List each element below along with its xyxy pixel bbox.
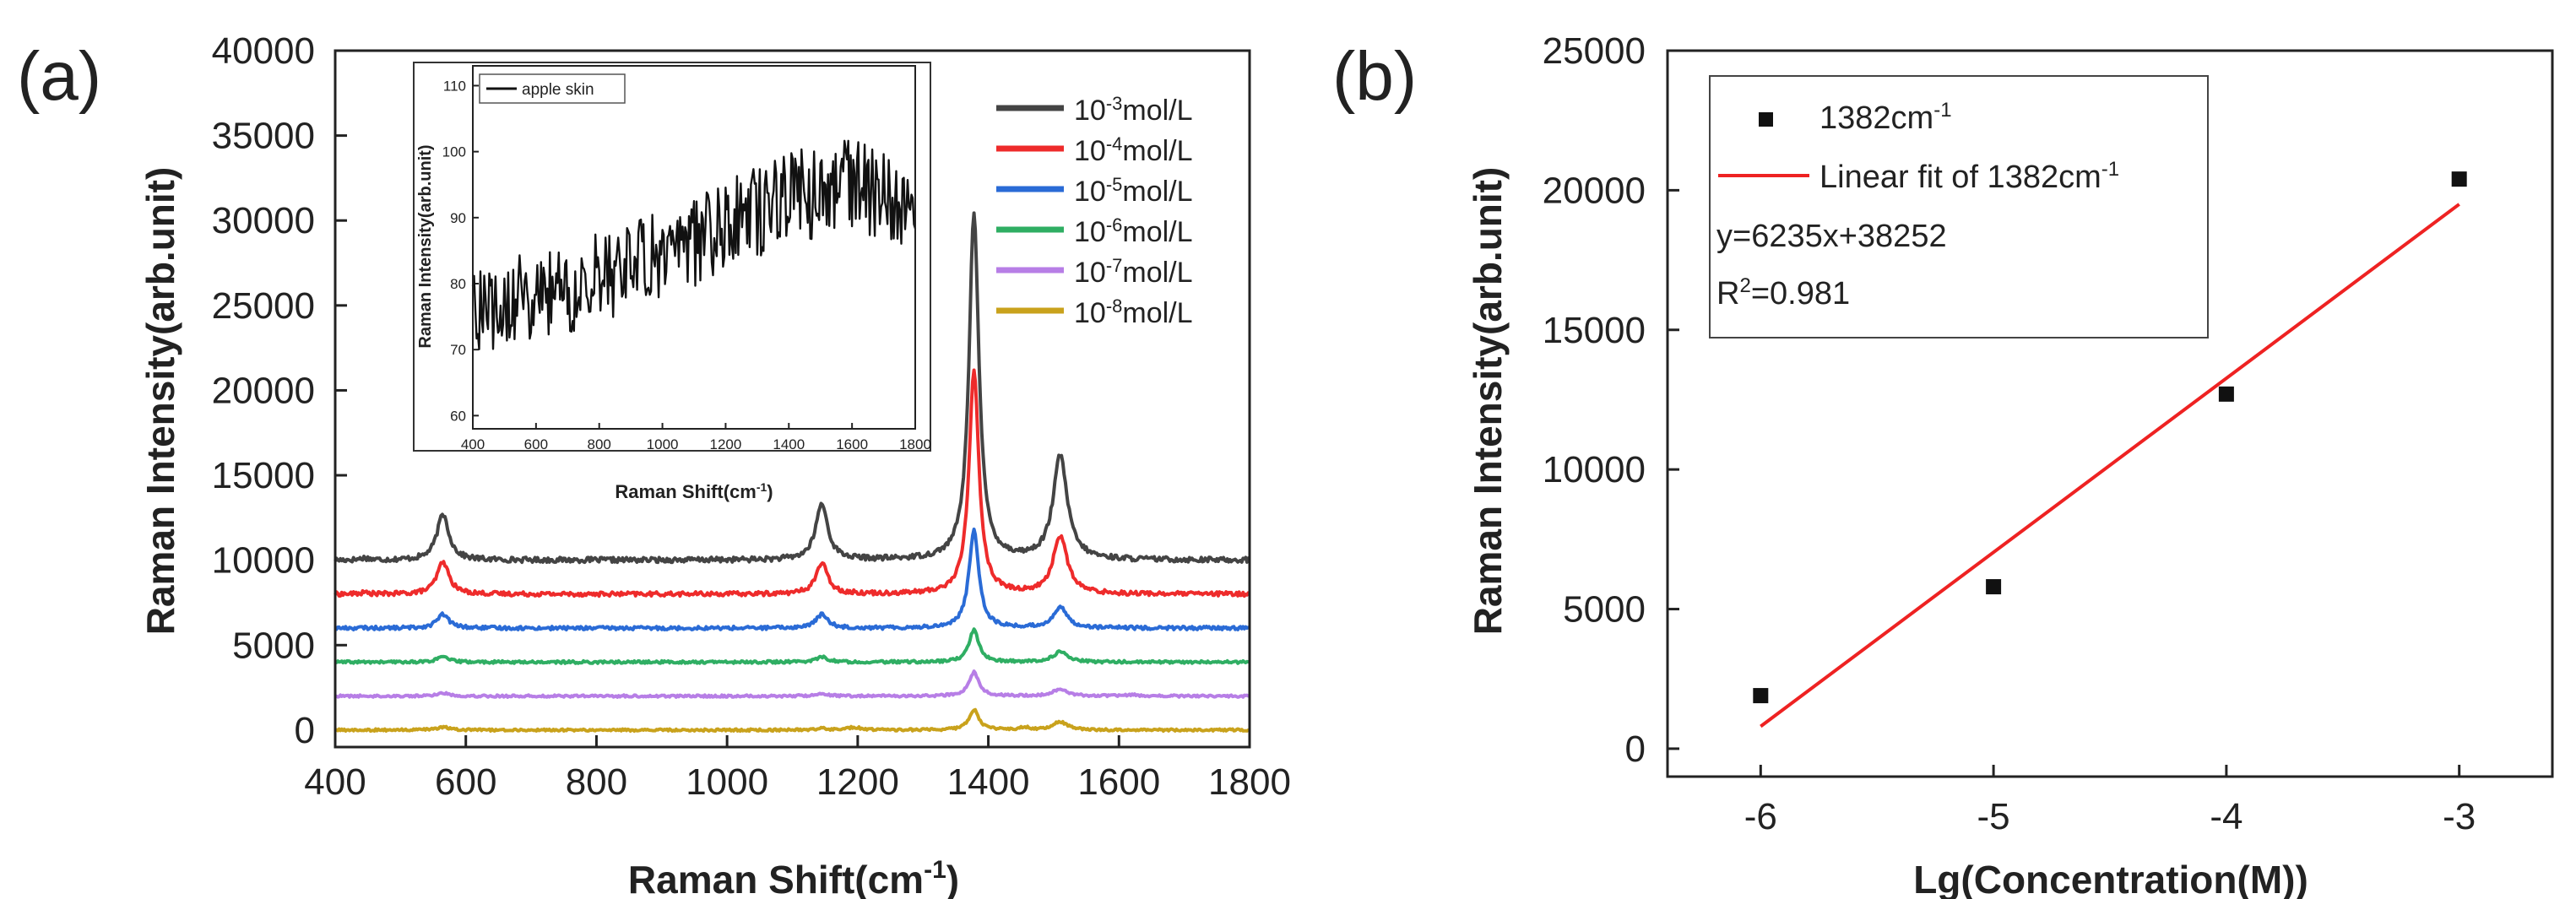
inset-x-tick-label: 600 — [524, 436, 548, 452]
chart-a-series-line — [334, 368, 1251, 598]
chart-a-ticks: 400 600 800 1000 1200 1400 1600 1800 0 5000 10000 1… — [212, 30, 1291, 803]
inset-y-label: Raman Intensity(arb.unit) — [416, 144, 435, 348]
chart-a-inset: 400 600 800 1000 1200 1400 1600 1800 60 70 80 90 100… — [413, 62, 931, 502]
inset-legend-label: apple skin — [522, 81, 594, 99]
panel-a-label: (a) — [17, 38, 101, 115]
chart-a-y-tick-label: 0 — [295, 710, 315, 751]
chart-b-y-tick-label: 25000 — [1543, 30, 1646, 72]
chart-a-series-line — [334, 211, 1251, 565]
inset-x-tick-label: 1400 — [773, 436, 805, 452]
chart-b-fit-line — [1760, 203, 2460, 728]
inset-y-tick-label: 110 — [443, 78, 466, 94]
chart-b-ticks: -6 -5 -4 -3 0 5000 10000 15000 20000 25000 — [1543, 30, 2476, 837]
inset-series — [471, 139, 917, 350]
chart-b-y-tick-label: 5000 — [1563, 589, 1646, 631]
chart-b-legend-points-label: 1382cm-1 — [1819, 99, 1952, 136]
chart-a-series — [334, 211, 1251, 734]
chart-b: -6 -5 -4 -3 0 5000 10000 15000 20000 25000 Raman … — [1466, 30, 2554, 899]
chart-a-x-tick-label: 400 — [304, 761, 366, 803]
chart-b-points — [1753, 171, 2467, 704]
chart-a-y-tick-label: 10000 — [212, 540, 315, 582]
inset-series-line — [471, 139, 917, 350]
chart-a-x-tick-label: 800 — [566, 761, 627, 803]
inset-y-tick-label: 90 — [450, 210, 466, 226]
inset-x-tick-label: 1000 — [647, 436, 679, 452]
chart-a-x-tick-label: 1000 — [686, 761, 768, 803]
chart-a-legend-label: 10-7mol/L — [1074, 255, 1193, 289]
chart-a-legend-label: 10-8mol/L — [1074, 295, 1193, 329]
chart-a-x-tick-label: 1200 — [816, 761, 899, 803]
inset-y-tick-label: 70 — [450, 342, 466, 358]
inset-y-tick-label: 80 — [450, 276, 466, 292]
chart-b-x-tick-label: -3 — [2443, 796, 2476, 837]
inset-x-tick-label: 1200 — [710, 436, 742, 452]
chart-a-y-tick-label: 5000 — [232, 625, 315, 666]
chart-b-data-point — [1753, 688, 1769, 704]
inset-background — [413, 62, 931, 452]
chart-a-y-tick-label: 15000 — [212, 455, 315, 496]
chart-a-series-line — [334, 627, 1250, 665]
chart-a-y-label: Raman Intensity(arb.unit) — [138, 167, 182, 636]
chart-a-y-tick-label: 25000 — [212, 285, 315, 327]
chart-b-legend-fit-label: Linear fit of 1382cm-1 — [1819, 158, 2119, 195]
chart-b-r2: R2=0.981 — [1716, 274, 1850, 311]
chart-a-x-tick-label: 1600 — [1077, 761, 1160, 803]
chart-b-data-point — [2218, 386, 2234, 402]
chart-a-y-tick-label: 30000 — [212, 200, 315, 241]
chart-b-data-point — [1986, 579, 2002, 595]
inset-x-tick-label: 800 — [588, 436, 611, 452]
chart-a-x-label: Raman Shift(cm-1) — [628, 856, 959, 899]
chart-a-y-tick-label: 20000 — [212, 370, 315, 411]
chart-b-y-tick-label: 15000 — [1543, 310, 1646, 351]
panel-b-label: (b) — [1332, 38, 1417, 115]
chart-b-legend-marker — [1759, 112, 1773, 127]
chart-a-series-line — [334, 669, 1250, 699]
chart-b-x-tick-label: -6 — [1744, 796, 1777, 837]
chart-b-y-tick-label: 10000 — [1543, 449, 1646, 490]
chart-a-x-tick-label: 600 — [435, 761, 496, 803]
inset-x-tick-label: 1600 — [836, 436, 868, 452]
chart-a-frame — [334, 49, 1251, 749]
chart-a-x-tick-label: 1400 — [947, 761, 1030, 803]
chart-b-fit — [1760, 203, 2460, 728]
chart-a-series-line — [334, 707, 1250, 734]
chart-a-legend: 10-3mol/L 10-4mol/L 10-5mol/L 10-6mol/L 10-7… — [996, 93, 1193, 329]
inset-y-tick-label: 60 — [450, 408, 466, 424]
chart-a-legend-label: 10-5mol/L — [1074, 174, 1193, 208]
chart-b-x-tick-label: -5 — [1977, 796, 2010, 837]
inset-frame — [472, 65, 916, 430]
chart-b-frame — [1666, 49, 2554, 778]
chart-b-y-tick-label: 20000 — [1543, 170, 1646, 211]
inset-ticks: 400 600 800 1000 1200 1400 1600 1800 60 70 80 90 100… — [442, 78, 931, 452]
inset-y-tick-label: 100 — [442, 144, 466, 160]
chart-b-y-tick-label: 0 — [1625, 728, 1646, 770]
chart-b-y-label: Raman Intensity(arb.unit) — [1466, 167, 1510, 636]
inset-x-tick-label: 1800 — [899, 436, 931, 452]
chart-b-x-label: Lg(Concentration(M)) — [1913, 858, 2308, 899]
chart-a-y-tick-label: 35000 — [212, 116, 315, 157]
chart-a-y-tick-label: 40000 — [212, 30, 315, 72]
chart-a: 400 600 800 1000 1200 1400 1600 1800 0 5000 10000 1… — [138, 30, 1291, 899]
inset-x-label: Raman Shift(cm-1) — [615, 480, 773, 502]
chart-b-data-point — [2451, 171, 2467, 187]
chart-b-equation: y=6235x+38252 — [1716, 219, 1947, 254]
chart-a-series-line — [334, 528, 1251, 631]
chart-b-legend-box — [1709, 75, 2209, 338]
chart-a-legend-label: 10-4mol/L — [1074, 133, 1193, 167]
chart-a-legend-label: 10-3mol/L — [1074, 93, 1193, 127]
chart-b-x-tick-label: -4 — [2210, 796, 2242, 837]
chart-a-legend-label: 10-6mol/L — [1074, 214, 1193, 248]
inset-x-tick-label: 400 — [461, 436, 485, 452]
chart-a-x-tick-label: 1800 — [1208, 761, 1291, 803]
